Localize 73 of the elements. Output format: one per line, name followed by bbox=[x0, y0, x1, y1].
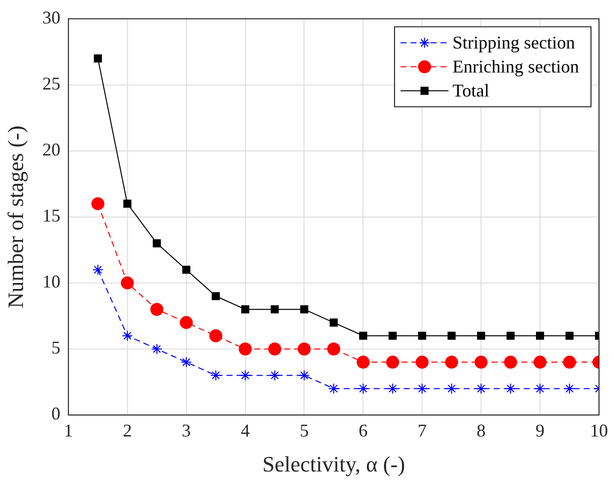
point bbox=[416, 356, 429, 369]
x-tick-label: 6 bbox=[358, 420, 368, 441]
point bbox=[477, 332, 486, 340]
point bbox=[209, 329, 222, 342]
x-tick-label: 2 bbox=[122, 420, 132, 441]
point bbox=[476, 383, 487, 394]
point bbox=[238, 342, 252, 356]
point bbox=[330, 318, 338, 327]
x-tick-label: 9 bbox=[536, 420, 545, 441]
point bbox=[327, 342, 340, 356]
point bbox=[120, 276, 134, 290]
point bbox=[565, 332, 574, 340]
point bbox=[240, 370, 251, 381]
point bbox=[356, 356, 370, 369]
point bbox=[534, 356, 547, 369]
point bbox=[268, 342, 282, 356]
point bbox=[506, 332, 515, 340]
x-tick-label: 10 bbox=[590, 420, 608, 441]
point bbox=[180, 356, 192, 368]
point bbox=[180, 316, 193, 330]
point bbox=[474, 356, 488, 369]
point bbox=[387, 383, 398, 394]
point bbox=[94, 54, 102, 62]
point bbox=[151, 343, 162, 354]
point bbox=[300, 305, 308, 314]
point bbox=[298, 342, 311, 356]
point bbox=[210, 370, 222, 381]
x-tick-label: 7 bbox=[418, 420, 427, 441]
point bbox=[241, 305, 250, 314]
x-axis-title: Selectivity, α (-) bbox=[262, 452, 406, 477]
y-axis-title: Number of stages (-) bbox=[2, 126, 28, 308]
point bbox=[505, 383, 516, 394]
y-tick-label: 10 bbox=[42, 272, 60, 292]
point bbox=[150, 302, 164, 316]
point bbox=[212, 292, 220, 300]
x-tick-label: 4 bbox=[240, 420, 250, 441]
y-tick-label: 5 bbox=[51, 338, 60, 358]
x-tick-label: 1 bbox=[64, 420, 73, 441]
x-tick-label: 8 bbox=[476, 420, 486, 441]
x-tick-label: 3 bbox=[182, 420, 191, 441]
point bbox=[388, 332, 397, 340]
point bbox=[386, 356, 400, 369]
point bbox=[563, 356, 576, 369]
point bbox=[564, 383, 576, 394]
point bbox=[182, 266, 190, 274]
point bbox=[92, 264, 104, 276]
point bbox=[448, 332, 456, 340]
y-tick-label: 20 bbox=[42, 140, 60, 160]
point bbox=[534, 383, 546, 394]
point bbox=[358, 383, 369, 394]
point bbox=[152, 239, 161, 248]
point bbox=[536, 332, 544, 340]
point bbox=[298, 370, 310, 381]
y-tick-label: 15 bbox=[42, 206, 60, 226]
y-tick-label: 0 bbox=[51, 404, 60, 424]
point bbox=[123, 200, 132, 208]
point bbox=[416, 383, 428, 394]
point bbox=[359, 332, 368, 340]
point bbox=[446, 383, 458, 394]
point bbox=[91, 197, 104, 210]
y-tick-label: 25 bbox=[42, 74, 60, 94]
x-tick-label: 5 bbox=[300, 420, 309, 441]
legend-label: Total bbox=[452, 80, 490, 101]
y-tick-label: 30 bbox=[42, 8, 60, 28]
point bbox=[270, 305, 279, 314]
point bbox=[328, 383, 340, 394]
legend-label: Stripping section bbox=[452, 32, 576, 53]
point bbox=[122, 330, 133, 342]
point bbox=[418, 332, 426, 340]
legend-label: Enriching section bbox=[452, 56, 580, 77]
point bbox=[504, 356, 518, 369]
point bbox=[445, 356, 458, 369]
point bbox=[269, 370, 280, 381]
